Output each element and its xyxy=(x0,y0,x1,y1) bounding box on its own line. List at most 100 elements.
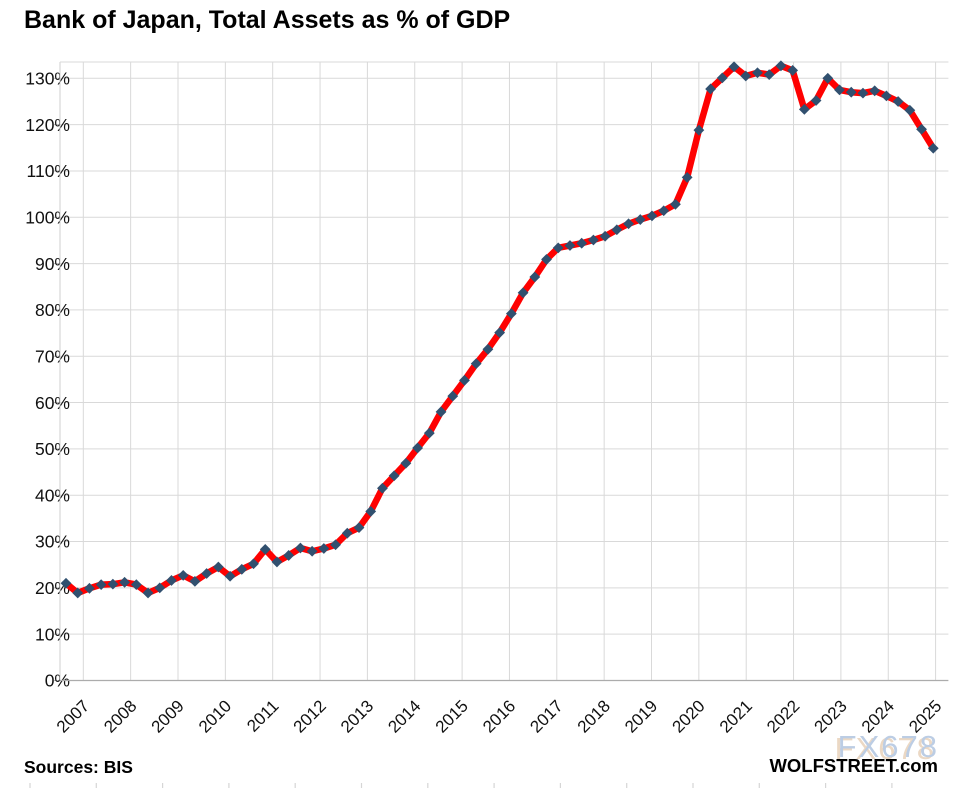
data-point-marker xyxy=(482,343,494,355)
data-point-marker xyxy=(588,234,599,246)
data-point-marker xyxy=(271,556,283,568)
data-point-marker xyxy=(341,527,353,539)
data-point-marker xyxy=(763,69,775,80)
x-axis-year-label: 2018 xyxy=(574,696,614,736)
x-axis-year-label: 2011 xyxy=(243,696,282,735)
data-point-marker xyxy=(259,544,271,555)
y-axis-label: 130% xyxy=(25,69,70,89)
data-point-marker xyxy=(494,327,506,339)
data-point-marker xyxy=(904,104,916,116)
y-axis-label: 0% xyxy=(45,671,70,691)
y-axis-label: 120% xyxy=(25,115,70,135)
source-note: Sources: BIS xyxy=(24,757,133,777)
x-axis-year-label: 2021 xyxy=(716,696,756,736)
data-point-marker xyxy=(787,65,799,76)
data-point-marker xyxy=(646,210,658,222)
data-point-marker xyxy=(845,86,857,98)
y-axis-label: 50% xyxy=(35,439,70,459)
data-point-marker xyxy=(189,575,201,587)
data-point-marker xyxy=(318,543,330,554)
wolfstreet-brand: WOLFSTREET.com xyxy=(769,755,938,776)
data-point-marker xyxy=(740,70,752,82)
data-point-marker xyxy=(295,542,306,554)
data-point-marker xyxy=(130,579,142,591)
x-axis-year-label: 2013 xyxy=(337,696,377,736)
data-point-marker xyxy=(224,570,236,582)
x-axis-year-label: 2009 xyxy=(148,696,188,736)
y-axis-label: 40% xyxy=(35,485,70,505)
data-point-marker xyxy=(670,198,681,210)
x-axis-year-label: 2012 xyxy=(290,696,330,736)
data-point-marker xyxy=(154,582,166,594)
data-point-marker xyxy=(892,96,904,107)
data-point-marker xyxy=(927,142,939,154)
data-point-marker xyxy=(365,506,377,517)
data-point-marker xyxy=(716,72,728,84)
data-point-marker xyxy=(388,470,400,482)
data-point-marker xyxy=(119,576,130,588)
data-point-marker xyxy=(248,558,259,570)
data-point-marker xyxy=(166,575,177,586)
data-point-marker xyxy=(834,84,845,96)
data-point-marker xyxy=(95,579,107,591)
data-point-marker xyxy=(435,406,447,418)
data-point-marker xyxy=(564,240,576,251)
data-point-marker xyxy=(916,123,927,135)
y-axis-label: 100% xyxy=(25,207,70,227)
data-point-marker xyxy=(283,550,295,561)
data-point-marker xyxy=(705,83,716,95)
data-point-marker xyxy=(212,561,224,573)
data-point-marker xyxy=(552,242,564,254)
x-axis-year-label: 2010 xyxy=(195,696,235,736)
data-point-marker xyxy=(541,254,552,265)
x-axis-year-label: 2019 xyxy=(621,696,661,736)
data-point-marker xyxy=(470,358,482,370)
y-axis-label: 70% xyxy=(35,346,70,366)
y-axis-label: 10% xyxy=(35,624,70,644)
y-axis-label: 90% xyxy=(35,254,70,274)
data-point-marker xyxy=(377,482,388,494)
y-axis-label: 60% xyxy=(35,393,70,413)
x-axis-year-label: 2016 xyxy=(479,696,519,736)
data-point-marker xyxy=(60,577,72,589)
data-point-marker xyxy=(107,578,119,590)
x-axis-year-label: 2020 xyxy=(668,696,708,736)
data-point-marker xyxy=(177,569,189,581)
data-point-marker xyxy=(869,85,881,97)
data-point-marker xyxy=(857,87,869,99)
y-axis-label: 110% xyxy=(27,161,70,181)
data-point-marker xyxy=(412,442,423,454)
data-point-marker xyxy=(529,271,541,283)
data-point-marker xyxy=(447,390,459,402)
chart-title: Bank of Japan, Total Assets as % of GDP xyxy=(24,6,511,34)
x-axis-year-label: 2008 xyxy=(100,696,140,736)
x-axis-year-label: 2015 xyxy=(432,696,472,736)
data-point-marker xyxy=(423,427,435,439)
data-point-marker xyxy=(881,90,892,102)
data-point-marker xyxy=(798,103,810,115)
data-point-marker xyxy=(576,237,588,249)
data-point-marker xyxy=(681,172,693,183)
data-point-marker xyxy=(810,95,822,106)
data-point-marker xyxy=(306,545,318,557)
data-point-marker xyxy=(775,60,787,72)
fx678-watermark: FX678 xyxy=(837,729,939,764)
data-point-marker xyxy=(72,587,84,599)
x-axis-year-label: 2014 xyxy=(384,696,424,736)
data-point-marker xyxy=(517,287,529,299)
x-axis-year-label: 2007 xyxy=(53,696,93,736)
data-point-marker xyxy=(459,374,470,386)
data-point-marker xyxy=(658,205,670,217)
y-axis-label: 80% xyxy=(35,300,70,320)
data-point-marker xyxy=(201,568,213,579)
data-point-marker xyxy=(599,230,611,242)
y-axis-label: 30% xyxy=(35,532,70,552)
data-point-marker xyxy=(84,582,95,594)
data-point-marker xyxy=(752,67,763,79)
data-point-marker xyxy=(634,214,646,225)
data-point-marker xyxy=(142,587,154,599)
data-point-marker xyxy=(693,124,705,136)
data-point-marker xyxy=(400,457,412,469)
data-point-marker xyxy=(505,308,517,320)
